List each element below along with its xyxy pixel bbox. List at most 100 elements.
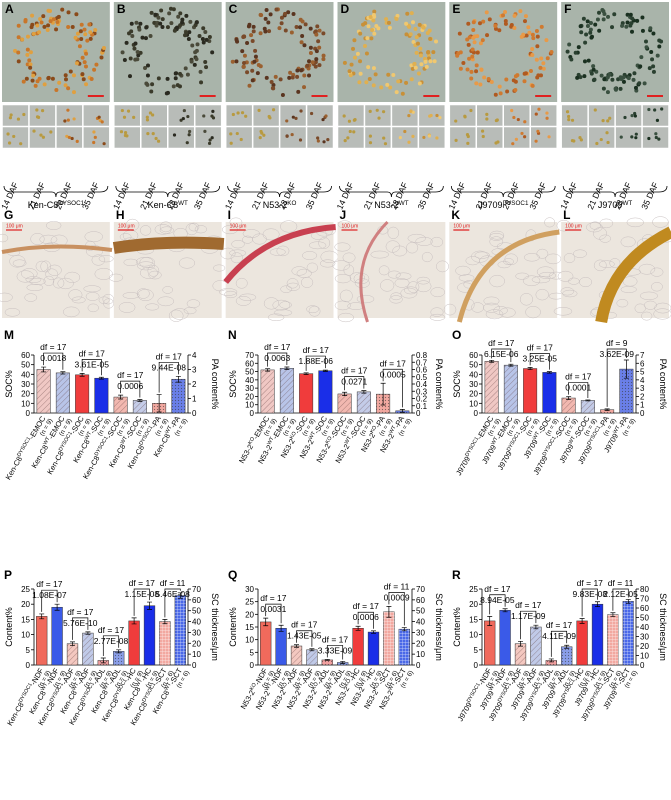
error-bar — [399, 409, 405, 413]
bar-pattern — [357, 391, 371, 413]
bar-pattern — [622, 601, 634, 665]
seed — [620, 23, 625, 28]
superscript: WT — [387, 681, 397, 692]
df-label: df = 17 — [488, 338, 515, 348]
df-label: df = 17 — [546, 620, 573, 630]
section-image — [225, 222, 334, 318]
cell — [68, 289, 83, 301]
seed — [513, 88, 518, 93]
seed — [16, 23, 21, 28]
cell — [560, 287, 575, 296]
y2-tick-label: 3 — [192, 366, 197, 375]
cell — [122, 292, 140, 299]
text-part: Ken-C8 — [4, 455, 25, 482]
error-bar — [380, 382, 386, 406]
seed — [177, 71, 182, 76]
seed — [88, 30, 93, 35]
superscript: WT — [399, 200, 409, 207]
seed-coat-band — [595, 226, 671, 324]
seed — [395, 13, 400, 18]
seed — [539, 56, 544, 61]
genotype-label: Ken-C8DYSOC1 — [28, 200, 85, 211]
seed — [208, 138, 212, 142]
y-tick-label: 50 — [245, 368, 254, 377]
cell — [21, 268, 38, 280]
seed — [203, 29, 208, 34]
seed — [176, 14, 181, 19]
seed — [657, 137, 661, 141]
seed — [638, 64, 643, 69]
seed-coat-band — [223, 224, 336, 284]
comparison-bracket — [520, 610, 537, 640]
error-bar — [548, 658, 554, 663]
seed — [585, 24, 590, 29]
seed — [534, 139, 538, 143]
seed — [321, 117, 325, 122]
seed — [647, 107, 651, 112]
seed — [66, 118, 70, 122]
seed — [24, 76, 29, 81]
seed — [418, 46, 423, 51]
comparison-bracket — [296, 630, 313, 647]
seed — [268, 12, 273, 17]
seed — [178, 23, 183, 28]
seed — [478, 41, 483, 46]
seed — [271, 108, 276, 112]
y2-tick-label: 10 — [416, 650, 425, 659]
cell — [12, 259, 27, 267]
seed — [427, 134, 431, 138]
seed — [93, 135, 97, 139]
y2-tick-label: 0.4 — [416, 380, 428, 389]
seed — [429, 113, 433, 118]
seed — [531, 36, 536, 41]
seed — [278, 77, 283, 82]
seed — [317, 45, 322, 50]
y-axis-label: SOC% — [4, 370, 14, 398]
comparison-bracket — [267, 352, 288, 367]
seed — [13, 48, 18, 53]
seed — [364, 51, 369, 56]
seed — [522, 79, 527, 84]
y-tick-label: 20 — [245, 392, 254, 401]
y-axis-label: SOC% — [228, 370, 238, 398]
seed — [305, 63, 310, 68]
cell — [489, 230, 505, 240]
cell — [98, 296, 110, 304]
seed — [623, 115, 627, 120]
thumbnail — [561, 104, 588, 127]
seed — [419, 62, 424, 67]
seed — [486, 77, 491, 82]
seed — [236, 111, 240, 115]
seed — [83, 64, 88, 69]
cell — [280, 220, 298, 233]
seed — [88, 36, 93, 41]
y2-tick-label: 0.8 — [416, 351, 428, 360]
cell — [188, 222, 200, 232]
cell — [309, 241, 327, 250]
superscript: DYSOC1 — [16, 436, 32, 458]
seed — [352, 118, 356, 122]
seed — [289, 30, 294, 35]
seed — [165, 25, 170, 30]
seed — [539, 24, 544, 29]
cell — [652, 216, 669, 228]
seed — [469, 108, 473, 113]
seed — [461, 61, 466, 66]
seed — [465, 67, 470, 72]
seed — [241, 34, 246, 39]
seed — [165, 76, 170, 81]
y-axis-label: SOC% — [452, 370, 462, 398]
seed — [67, 135, 71, 140]
seed — [249, 33, 254, 38]
p-value-label: 0.0009 — [384, 592, 410, 602]
seed — [530, 32, 535, 37]
text-part: N53-2 — [374, 200, 399, 210]
seed — [494, 141, 498, 145]
seed — [466, 141, 470, 145]
bar-pattern — [260, 369, 275, 413]
cell — [443, 303, 457, 316]
seed — [589, 71, 594, 76]
seed — [38, 17, 43, 22]
seed — [25, 47, 30, 52]
cell — [218, 288, 238, 296]
